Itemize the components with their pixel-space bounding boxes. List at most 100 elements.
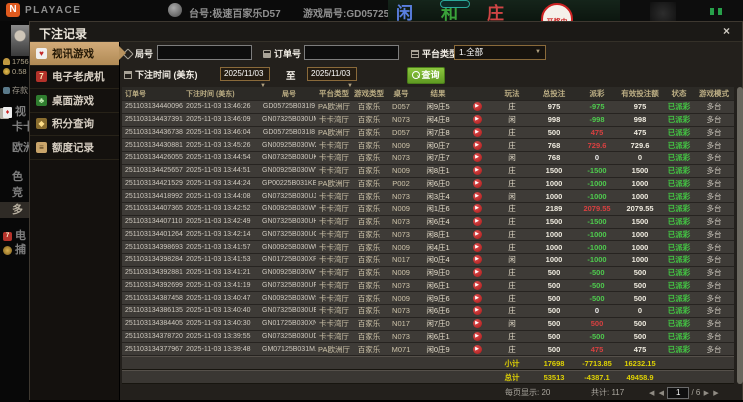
cell-replay: ▶: [460, 102, 494, 112]
cell-play-type: 庄: [508, 102, 516, 112]
playace-logo-icon: N: [6, 3, 20, 17]
cell-total-bet: 1000: [545, 255, 563, 265]
replay-icon[interactable]: ▶: [472, 331, 482, 341]
cell-status: 已派彩: [667, 344, 691, 354]
replay-icon[interactable]: ▶: [472, 102, 482, 112]
sidebar-item-live-games[interactable]: ♥ 视讯游戏: [30, 42, 126, 66]
user-mini-icon: [168, 3, 182, 17]
replay-icon[interactable]: ▶: [472, 115, 482, 125]
replay-icon[interactable]: ▶: [472, 178, 482, 188]
sidebar-item-points-query[interactable]: ◆ 积分查询: [30, 113, 119, 136]
replay-icon[interactable]: ▶: [472, 268, 482, 278]
cell-table-code: N009: [392, 204, 410, 214]
cell-bet-time: 2025-11-03 13:41:19: [186, 281, 251, 289]
scrollbar-thumb[interactable]: [737, 87, 743, 384]
cell-play-type: 庄: [508, 280, 516, 290]
table-scrollbar[interactable]: [737, 87, 743, 384]
modal-sidebar: ♥ 视讯游戏 7 电子老虎机 ♣ 桌面游戏 ◆ 积分查询 ≡ 额度记录: [30, 42, 126, 400]
date-to-picker[interactable]: 2025/11/03 ▼: [307, 67, 357, 89]
order-filter-input[interactable]: [304, 45, 399, 60]
cell-bet-time: 2025-11-03 13:46:09: [186, 116, 251, 124]
replay-icon[interactable]: ▶: [472, 255, 482, 265]
cell-game-type: 百家乐: [357, 178, 381, 188]
sidebar-item-quota-records[interactable]: ≡ 额度记录: [30, 136, 119, 160]
cell-order-number: 251103134407365: [125, 205, 183, 213]
cell-play-type: 庄: [508, 268, 516, 278]
nav-fragment-slots[interactable]: 7 电: [3, 227, 26, 243]
cell-table-code: N073: [392, 306, 410, 316]
replay-icon[interactable]: ▶: [472, 191, 482, 201]
search-button[interactable]: 查询: [407, 67, 445, 84]
replay-icon[interactable]: ▶: [472, 319, 482, 329]
nav-fragment-live[interactable]: ♦ 视: [3, 103, 26, 119]
cell-game-type: 百家乐: [357, 280, 381, 290]
nav-fragment-se[interactable]: 色: [12, 171, 23, 183]
prev-page-icon[interactable]: ◀: [658, 390, 665, 398]
cell-game-type: 百家乐: [357, 191, 381, 201]
cell-game-mode: 多台: [706, 255, 722, 265]
nav-fragment-fishing[interactable]: 捕: [3, 241, 26, 257]
replay-icon[interactable]: ▶: [472, 153, 482, 163]
cell-order-number: 251103134430881: [125, 141, 183, 149]
page-number-input[interactable]: 1: [667, 387, 690, 399]
nav-fragment-multi[interactable]: 多: [0, 202, 29, 218]
cell-total-bet: 500: [547, 127, 561, 137]
cell-game-mode: 多台: [706, 280, 722, 290]
table-row: 251103134407110 2025-11-03 13:42:49 GN0732…: [122, 215, 734, 229]
cell-game-type: 百家乐: [357, 255, 381, 265]
cell-platform-type: PA欧洲厅: [318, 127, 350, 137]
replay-icon[interactable]: ▶: [472, 306, 482, 316]
deposit-button[interactable]: 存款: [3, 85, 28, 96]
cell-game-mode: 多台: [706, 191, 722, 201]
replay-icon[interactable]: ▶: [472, 344, 482, 354]
replay-icon[interactable]: ▶: [472, 127, 482, 137]
cell-game-mode: 多台: [706, 127, 722, 137]
first-page-icon[interactable]: ◀: [649, 390, 655, 398]
date-from-picker[interactable]: 2025/11/03 ▼: [220, 67, 270, 89]
replay-icon[interactable]: ▶: [472, 280, 482, 290]
cell-replay: ▶: [460, 140, 494, 150]
nav-fragment-europe-hall[interactable]: 欧洲: [12, 142, 29, 154]
cell-bet-time: 2025-11-03 13:40:47: [186, 294, 251, 302]
sidebar-item-table-games[interactable]: ♣ 桌面游戏: [30, 89, 119, 113]
cell-round-code: GN07325B030UD: [262, 332, 316, 340]
replay-icon[interactable]: ▶: [472, 140, 482, 150]
user-avatar[interactable]: [11, 25, 29, 56]
cell-round-code: GN00925B030WS: [262, 294, 316, 302]
cell-payout: -500: [589, 268, 605, 278]
replay-icon[interactable]: ▶: [472, 217, 482, 227]
cell-replay: ▶: [460, 153, 494, 163]
next-page-icon[interactable]: ▶: [703, 390, 710, 398]
cell-replay: ▶: [460, 293, 494, 303]
round-filter-input[interactable]: [157, 45, 252, 60]
column-header: 结果: [430, 89, 446, 98]
cell-status: 已派彩: [667, 331, 691, 341]
replay-icon[interactable]: ▶: [472, 242, 482, 252]
replay-icon[interactable]: ▶: [472, 293, 482, 303]
replay-icon[interactable]: ▶: [472, 204, 482, 214]
platform-select[interactable]: 1.全部 ▼: [454, 45, 546, 60]
list-icon: [411, 50, 419, 58]
gem-icon: ◆: [36, 118, 47, 130]
cell-result: 闲9庄6: [426, 293, 450, 303]
cell-bet-time: 2025-11-03 13:41:53: [186, 256, 251, 264]
last-page-icon[interactable]: ▶: [713, 390, 719, 398]
close-icon[interactable]: ×: [722, 24, 730, 38]
cell-total-bet: 768: [547, 140, 561, 150]
sidebar-item-slot-machines[interactable]: 7 电子老虎机: [30, 66, 119, 89]
cell-payout: 729.6: [587, 140, 607, 150]
nav-fragment-kaka-hall[interactable]: 卡卡: [12, 121, 29, 133]
cell-round-code: GN07325B030UJ: [262, 192, 316, 200]
replay-icon[interactable]: ▶: [472, 166, 482, 176]
table-row: 251103134436738 2025-11-03 13:46:04 GD0572…: [122, 126, 734, 140]
table-row: 251103134398284 2025-11-03 13:41:53 GN0172…: [122, 254, 734, 267]
nav-fragment-jing[interactable]: 竞: [12, 187, 23, 199]
cell-order-number: 251103134407110: [125, 218, 183, 226]
cell-platform-type: 卡卡湾厅: [319, 115, 349, 125]
cell-round-code: GN07325B030UM: [262, 116, 316, 124]
cell-play-type: 庄: [508, 127, 516, 137]
grand-total-row-cell: -4387.1: [584, 372, 610, 382]
modal-title: 下注记录: [39, 27, 88, 41]
replay-icon[interactable]: ▶: [472, 229, 482, 239]
cell-total-bet: 1000: [545, 242, 563, 252]
